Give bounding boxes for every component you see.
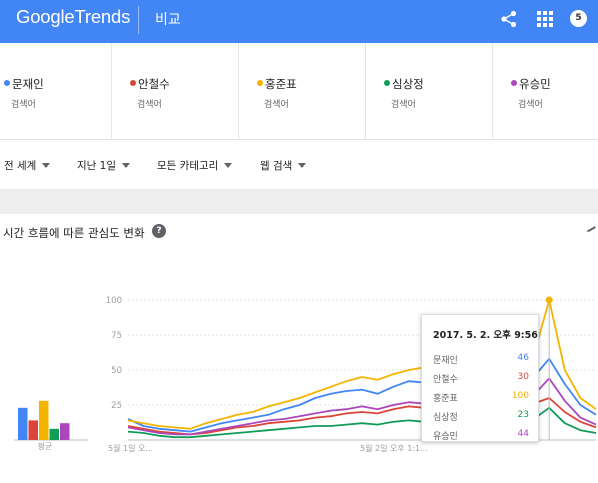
chevron-down-icon	[42, 163, 51, 168]
tooltip-row: 문재인 46	[433, 353, 529, 366]
term-name: 안철수	[138, 77, 170, 91]
share-icon[interactable]	[500, 10, 518, 28]
notification-badge[interactable]: 5	[570, 10, 587, 27]
chevron-down-icon	[224, 163, 233, 168]
tooltip-row: 홍준표 100	[433, 391, 529, 404]
average-bar	[60, 423, 70, 440]
search-type-dropdown[interactable]: 웹 검색	[260, 158, 307, 173]
embed-icon[interactable]	[586, 226, 598, 240]
term-type: 검색어	[518, 100, 543, 110]
period-dropdown[interactable]: 지난 1일	[77, 158, 130, 173]
region-dropdown[interactable]: 전 세계	[4, 158, 51, 173]
google-trends-logo[interactable]: GoogleTrends	[16, 6, 130, 28]
y-tick-label: 25	[111, 401, 122, 411]
term-color-dot	[511, 80, 517, 86]
search-terms-bar: 문재인 검색어 안철수 검색어 홍준표 검색어 심상정 검색어 유승민 검색어	[0, 43, 598, 140]
term-color-dot	[257, 80, 263, 86]
term-color-dot	[384, 80, 390, 86]
y-tick-label: 50	[111, 366, 122, 376]
chevron-down-icon	[298, 163, 307, 168]
logo-trends-text: Trends	[74, 6, 131, 27]
section-title: 시간 흐름에 따른 관심도 변화	[3, 226, 145, 240]
tooltip-row: 심상정 23	[433, 410, 529, 423]
logo-google-text: Google	[16, 6, 75, 27]
page-title: 비교	[155, 12, 181, 28]
term-type: 검색어	[137, 100, 162, 110]
term-type: 검색어	[391, 100, 416, 110]
tooltip-date: 2017. 5. 2. 오후 9:56	[433, 330, 538, 341]
term-card-3[interactable]: 홍준표 검색어	[239, 43, 366, 140]
term-type: 검색어	[11, 100, 36, 110]
peak-point	[545, 296, 553, 304]
average-label: 평균	[38, 441, 53, 451]
x-tick-label: 5월 1일 오...	[108, 443, 153, 453]
term-card-1[interactable]: 문재인 검색어	[0, 43, 112, 140]
section-separator	[0, 189, 598, 214]
category-dropdown[interactable]: 모든 카테고리	[157, 158, 233, 173]
help-icon[interactable]: ?	[152, 224, 166, 238]
term-name: 심상정	[392, 77, 424, 91]
term-type: 검색어	[264, 100, 289, 110]
app-header: GoogleTrends 비교 5	[0, 0, 598, 43]
average-bar	[18, 407, 28, 440]
x-tick-label: 5월 2일 오후 1:1...	[360, 443, 428, 453]
term-card-4[interactable]: 심상정 검색어	[366, 43, 493, 140]
chevron-down-icon	[122, 163, 130, 168]
term-name: 홍준표	[265, 77, 297, 91]
header-divider	[138, 6, 139, 34]
y-tick-label: 75	[111, 331, 122, 341]
average-bar	[49, 428, 59, 440]
term-card-5[interactable]: 유승민 검색어	[493, 43, 598, 140]
tooltip-row: 안철수 30	[433, 372, 529, 385]
term-card-2[interactable]: 안철수 검색어	[112, 43, 239, 140]
term-color-dot	[4, 80, 10, 86]
y-tick-label: 100	[106, 296, 122, 306]
average-bar	[39, 400, 49, 440]
chart-tooltip: 2017. 5. 2. 오후 9:56 문재인 46 안철수 30 홍준표 100 심…	[421, 314, 539, 442]
term-name: 유승민	[519, 77, 551, 91]
apps-grid-icon[interactable]	[537, 11, 553, 27]
term-color-dot	[130, 80, 136, 86]
average-bar	[28, 420, 38, 440]
term-name: 문재인	[12, 77, 44, 91]
tooltip-row: 유승민 44	[433, 429, 529, 442]
filter-bar: 전 세계 지난 1일 모든 카테고리 웹 검색	[0, 141, 598, 188]
